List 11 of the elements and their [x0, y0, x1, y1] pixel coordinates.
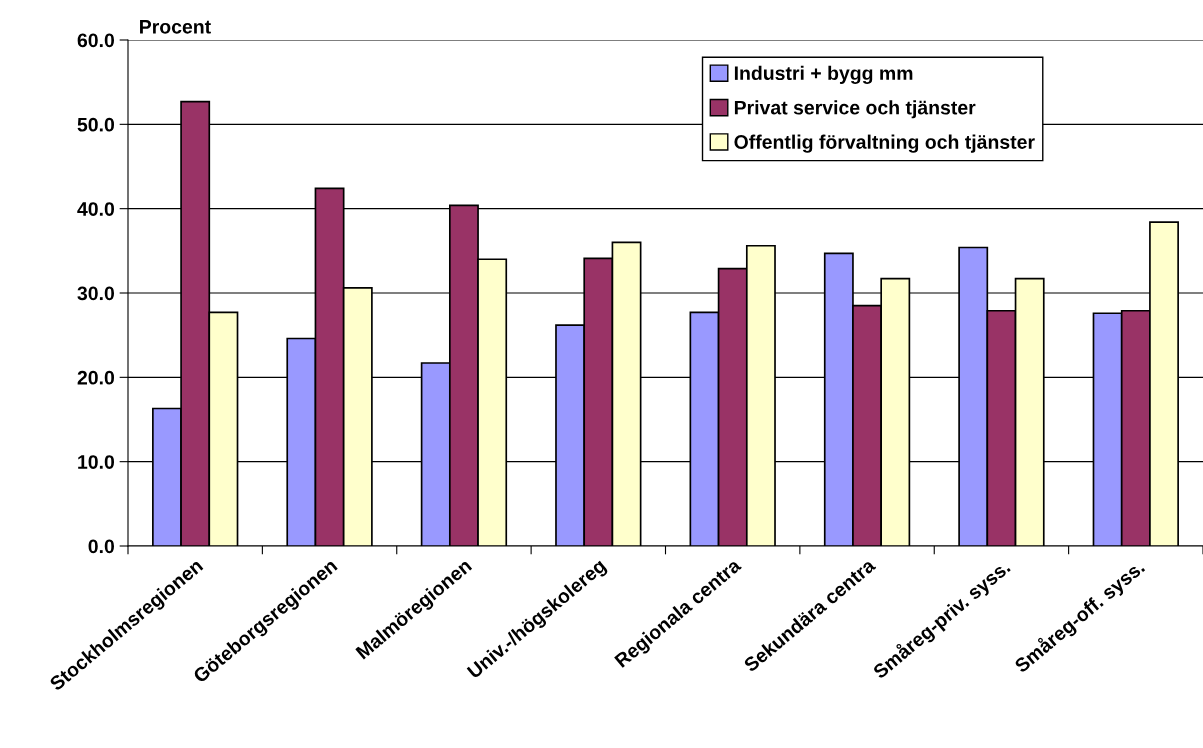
- legend-label: Offentlig förvaltning och tjänster: [734, 134, 1035, 153]
- y-tick-label: 30.0: [77, 286, 115, 301]
- y-tick-label: 60.0: [77, 33, 115, 48]
- y-tick-label: 20.0: [77, 370, 115, 385]
- y-axis-title: Procent: [140, 20, 211, 34]
- legend-label: Industri + bygg mm: [734, 65, 913, 84]
- y-tick-label: 10.0: [78, 455, 115, 469]
- legend-label: Privat service och tjänster: [734, 100, 976, 119]
- y-tick-label: 50.0: [77, 117, 115, 132]
- y-tick-label: 40.0: [77, 202, 115, 216]
- y-tick-label: 0.0: [88, 539, 115, 554]
